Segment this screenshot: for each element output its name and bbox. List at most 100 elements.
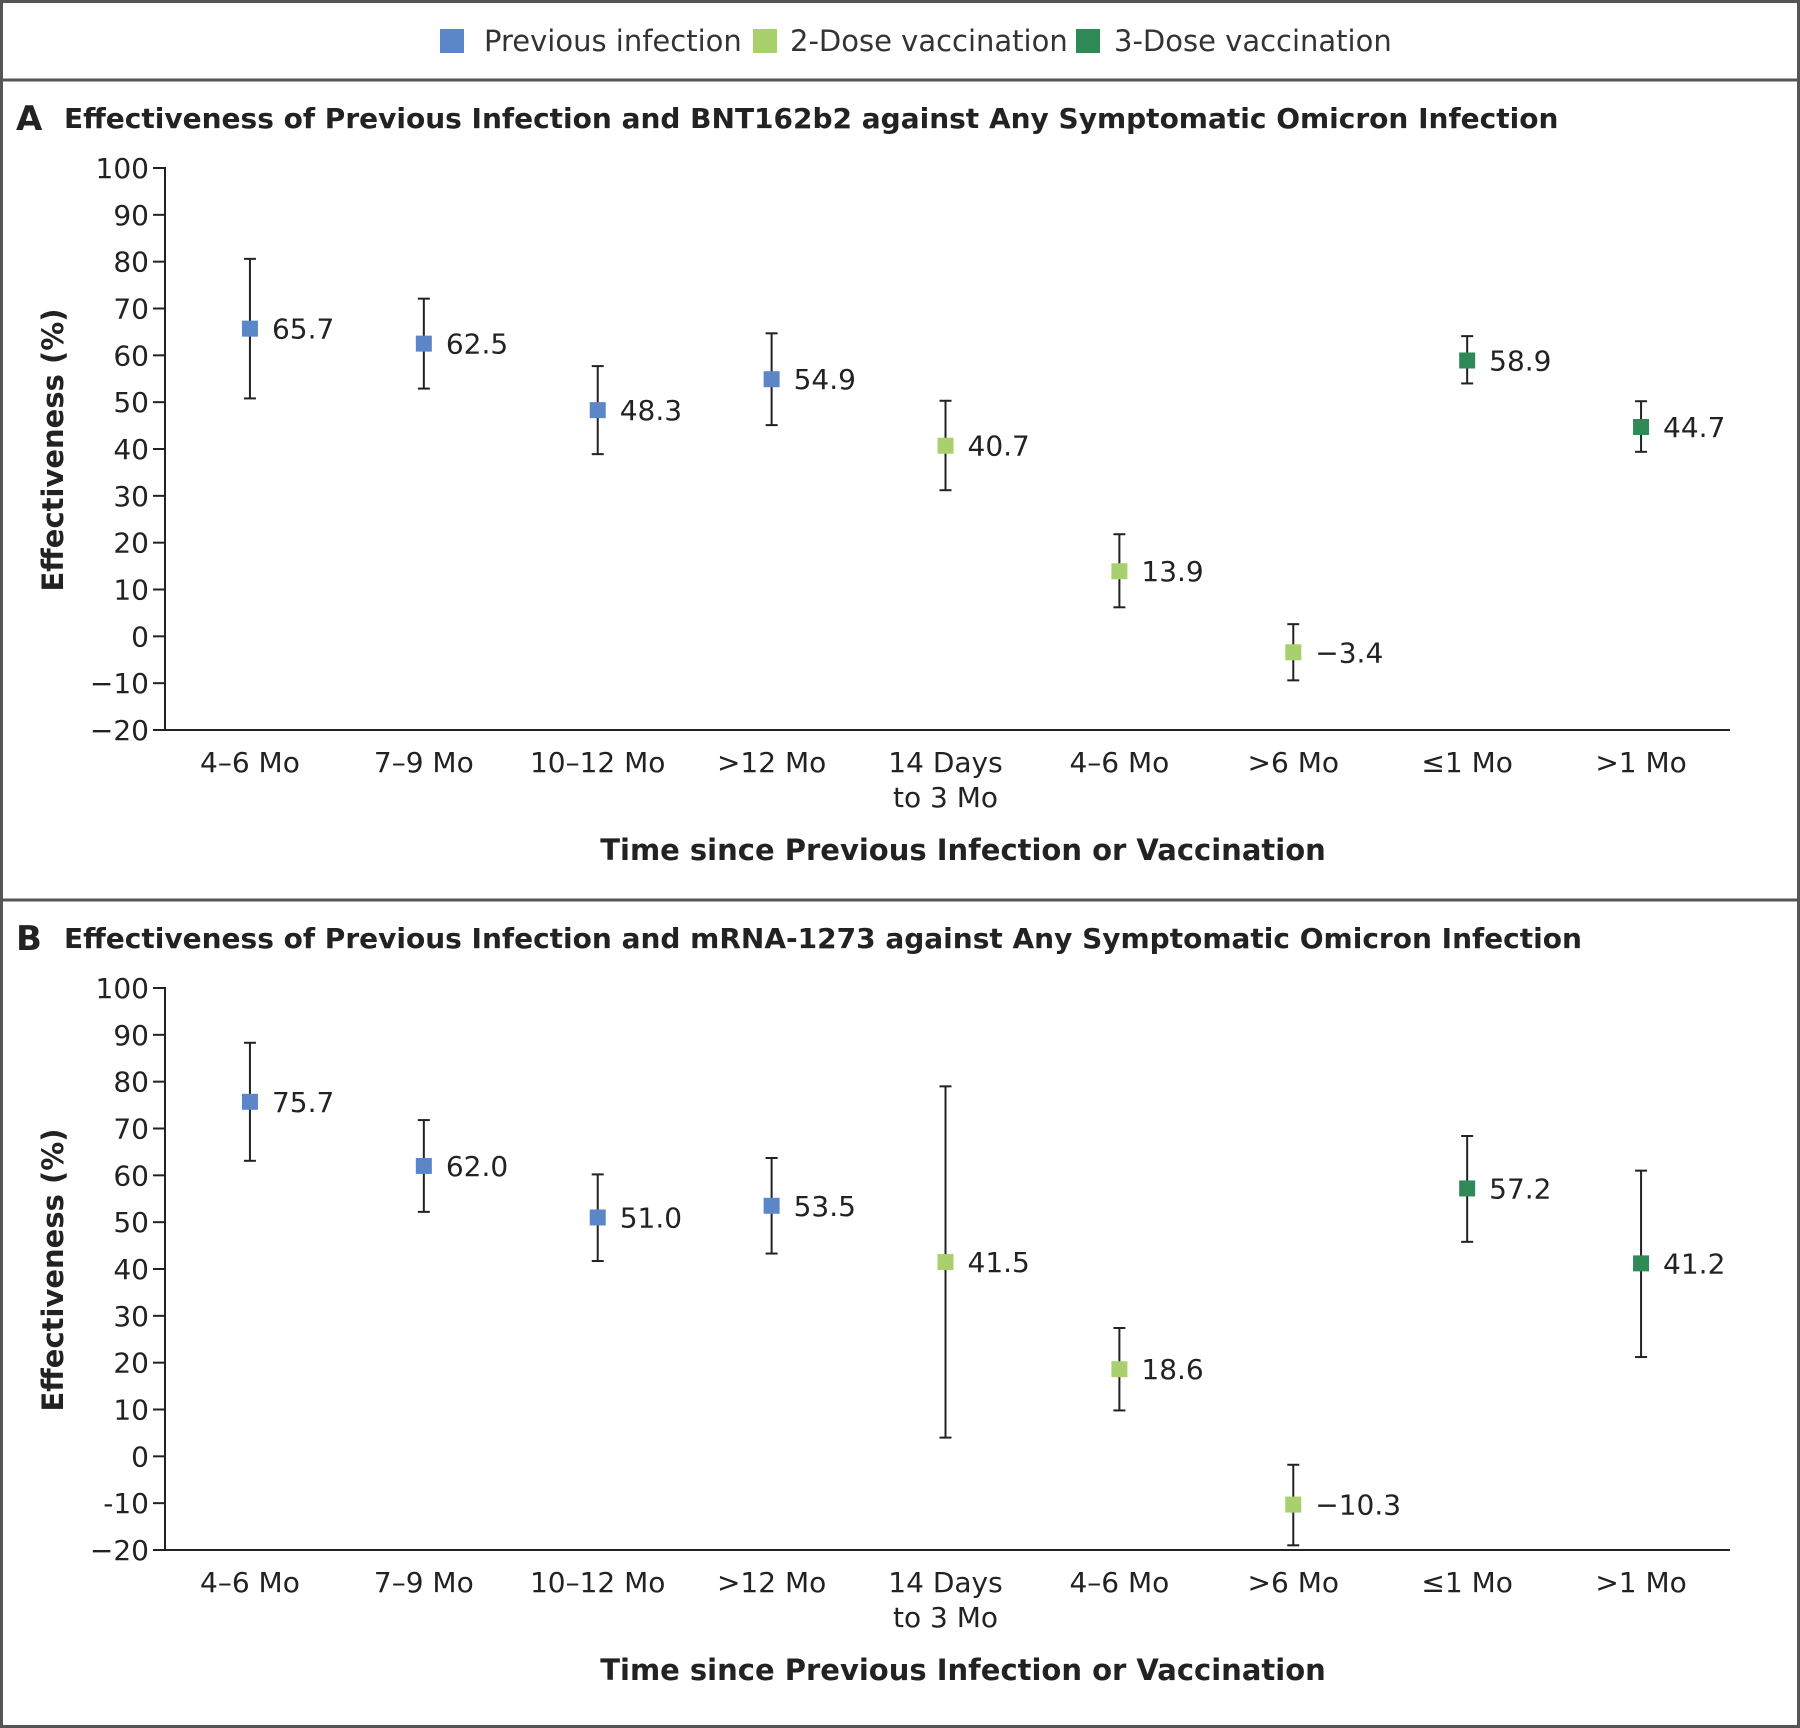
y-axis-title: Effectiveness (%) — [36, 308, 70, 591]
data-label: 51.0 — [620, 1201, 682, 1234]
x-tick-label: >1 Mo — [1595, 1566, 1686, 1599]
data-label: 57.2 — [1489, 1172, 1551, 1205]
data-label: 41.5 — [968, 1246, 1030, 1279]
data-point — [1285, 1496, 1302, 1513]
y-tick-label: 20 — [113, 527, 149, 560]
y-tick-label: 10 — [113, 574, 149, 607]
x-tick-label: >12 Mo — [717, 1566, 826, 1599]
x-tick-label: to 3 Mo — [893, 781, 998, 814]
y-tick-label: −10 — [90, 667, 149, 700]
y-tick-label: 0 — [131, 1440, 149, 1473]
x-axis-title: Time since Previous Infection or Vaccina… — [600, 833, 1326, 867]
data-point — [1633, 1255, 1650, 1272]
y-tick-label: 90 — [113, 199, 149, 232]
y-tick-label: −20 — [90, 714, 149, 747]
x-tick-label: 10–12 Mo — [530, 1566, 665, 1599]
data-point — [1459, 352, 1476, 369]
y-tick-label: 30 — [113, 1300, 149, 1333]
data-label: 44.7 — [1663, 411, 1725, 444]
y-tick-label: 20 — [113, 1347, 149, 1380]
x-tick-label: 14 Days — [888, 1566, 1002, 1599]
panel-a: A Effectiveness of Previous Infection an… — [16, 99, 1730, 867]
y-tick-label: 70 — [113, 1113, 149, 1146]
x-tick-label: >6 Mo — [1248, 1566, 1339, 1599]
y-tick-label: 60 — [113, 1159, 149, 1192]
y-axis-title: Effectiveness (%) — [36, 1128, 70, 1411]
data-point — [1111, 1361, 1128, 1378]
data-label: −3.4 — [1315, 636, 1383, 669]
y-tick-label: 80 — [113, 1066, 149, 1099]
y-tick-label: 100 — [96, 152, 149, 185]
x-tick-label: 4–6 Mo — [1069, 1566, 1169, 1599]
x-tick-label: >1 Mo — [1595, 746, 1686, 779]
x-tick-label: 4–6 Mo — [200, 746, 300, 779]
legend-label: 2-Dose vaccination — [790, 24, 1068, 58]
x-tick-label: ≤1 Mo — [1421, 1566, 1512, 1599]
x-tick-label: 4–6 Mo — [200, 1566, 300, 1599]
data-label: 13.9 — [1141, 555, 1203, 588]
y-tick-label: 10 — [113, 1394, 149, 1427]
data-point — [937, 437, 954, 454]
data-point — [763, 1197, 780, 1214]
data-point — [1633, 418, 1650, 435]
data-point — [1459, 1180, 1476, 1197]
x-tick-label: 14 Days — [888, 746, 1002, 779]
legend-swatch — [753, 29, 777, 53]
legend-item-previous-infection: Previous infection — [440, 24, 742, 58]
legend-swatch — [440, 29, 464, 53]
x-tick-label: ≤1 Mo — [1421, 746, 1512, 779]
data-point — [415, 1157, 432, 1174]
data-point — [241, 320, 258, 337]
x-tick-label: >12 Mo — [717, 746, 826, 779]
x-tick-label: 7–9 Mo — [374, 1566, 474, 1599]
y-tick-label: 0 — [131, 620, 149, 653]
y-tick-label: 50 — [113, 1206, 149, 1239]
y-tick-label: 70 — [113, 293, 149, 326]
y-tick-label: 60 — [113, 339, 149, 372]
data-point — [241, 1093, 258, 1110]
panel-b: B Effectiveness of Previous Infection an… — [16, 919, 1730, 1687]
legend-item-2-dose-vaccination: 2-Dose vaccination — [753, 24, 1068, 58]
data-label: 62.0 — [446, 1150, 508, 1183]
y-tick-label: 30 — [113, 480, 149, 513]
x-tick-label: 4–6 Mo — [1069, 746, 1169, 779]
data-label: 40.7 — [968, 430, 1030, 463]
y-tick-label: -10 — [103, 1487, 149, 1520]
data-label: 62.5 — [446, 328, 508, 361]
data-label: 75.7 — [272, 1086, 334, 1119]
x-axis-title: Time since Previous Infection or Vaccina… — [600, 1653, 1326, 1687]
x-tick-label: to 3 Mo — [893, 1601, 998, 1634]
panel-letter: A — [16, 99, 43, 139]
data-label: 48.3 — [620, 394, 682, 427]
data-point — [763, 371, 780, 388]
panel-letter: B — [16, 919, 42, 959]
panel-title: Effectiveness of Previous Infection and … — [64, 922, 1582, 955]
y-tick-label: 40 — [113, 433, 149, 466]
y-tick-label: 40 — [113, 1253, 149, 1286]
y-tick-label: 100 — [96, 972, 149, 1005]
x-tick-label: 7–9 Mo — [374, 746, 474, 779]
data-label: 65.7 — [272, 313, 334, 346]
x-tick-label: 10–12 Mo — [530, 746, 665, 779]
y-tick-label: 90 — [113, 1019, 149, 1052]
y-tick-label: 80 — [113, 246, 149, 279]
legend-item-3-dose-vaccination: 3-Dose vaccination — [1076, 24, 1392, 58]
data-point — [589, 402, 606, 419]
data-point — [1111, 563, 1128, 580]
y-tick-label: −20 — [90, 1534, 149, 1567]
data-label: 58.9 — [1489, 344, 1551, 377]
legend-label: 3-Dose vaccination — [1114, 24, 1392, 58]
y-tick-label: 50 — [113, 386, 149, 419]
data-label: −10.3 — [1315, 1489, 1401, 1522]
data-label: 54.9 — [794, 363, 856, 396]
data-point — [415, 335, 432, 352]
data-label: 53.5 — [794, 1190, 856, 1223]
legend-swatch — [1076, 29, 1100, 53]
legend: Previous infection 2-Dose vaccination 3-… — [440, 24, 1392, 58]
data-label: 18.6 — [1141, 1353, 1203, 1386]
x-tick-label: >6 Mo — [1248, 746, 1339, 779]
